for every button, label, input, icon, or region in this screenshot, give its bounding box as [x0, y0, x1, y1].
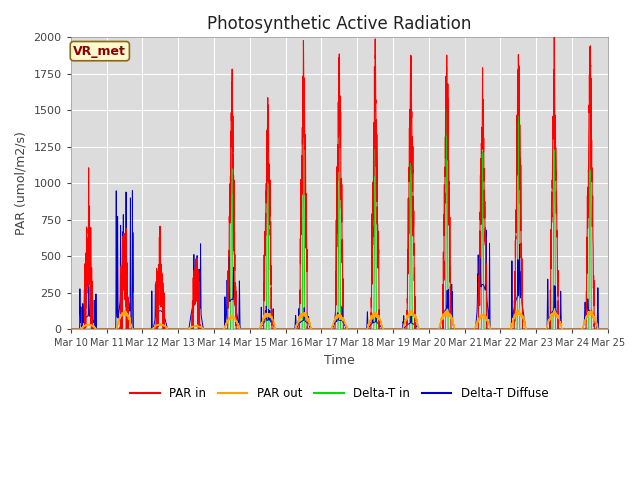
- Y-axis label: PAR (umol/m2/s): PAR (umol/m2/s): [15, 131, 28, 235]
- Text: VR_met: VR_met: [74, 45, 126, 58]
- X-axis label: Time: Time: [324, 354, 355, 367]
- Title: Photosynthetic Active Radiation: Photosynthetic Active Radiation: [207, 15, 472, 33]
- Legend: PAR in, PAR out, Delta-T in, Delta-T Diffuse: PAR in, PAR out, Delta-T in, Delta-T Dif…: [125, 383, 553, 405]
